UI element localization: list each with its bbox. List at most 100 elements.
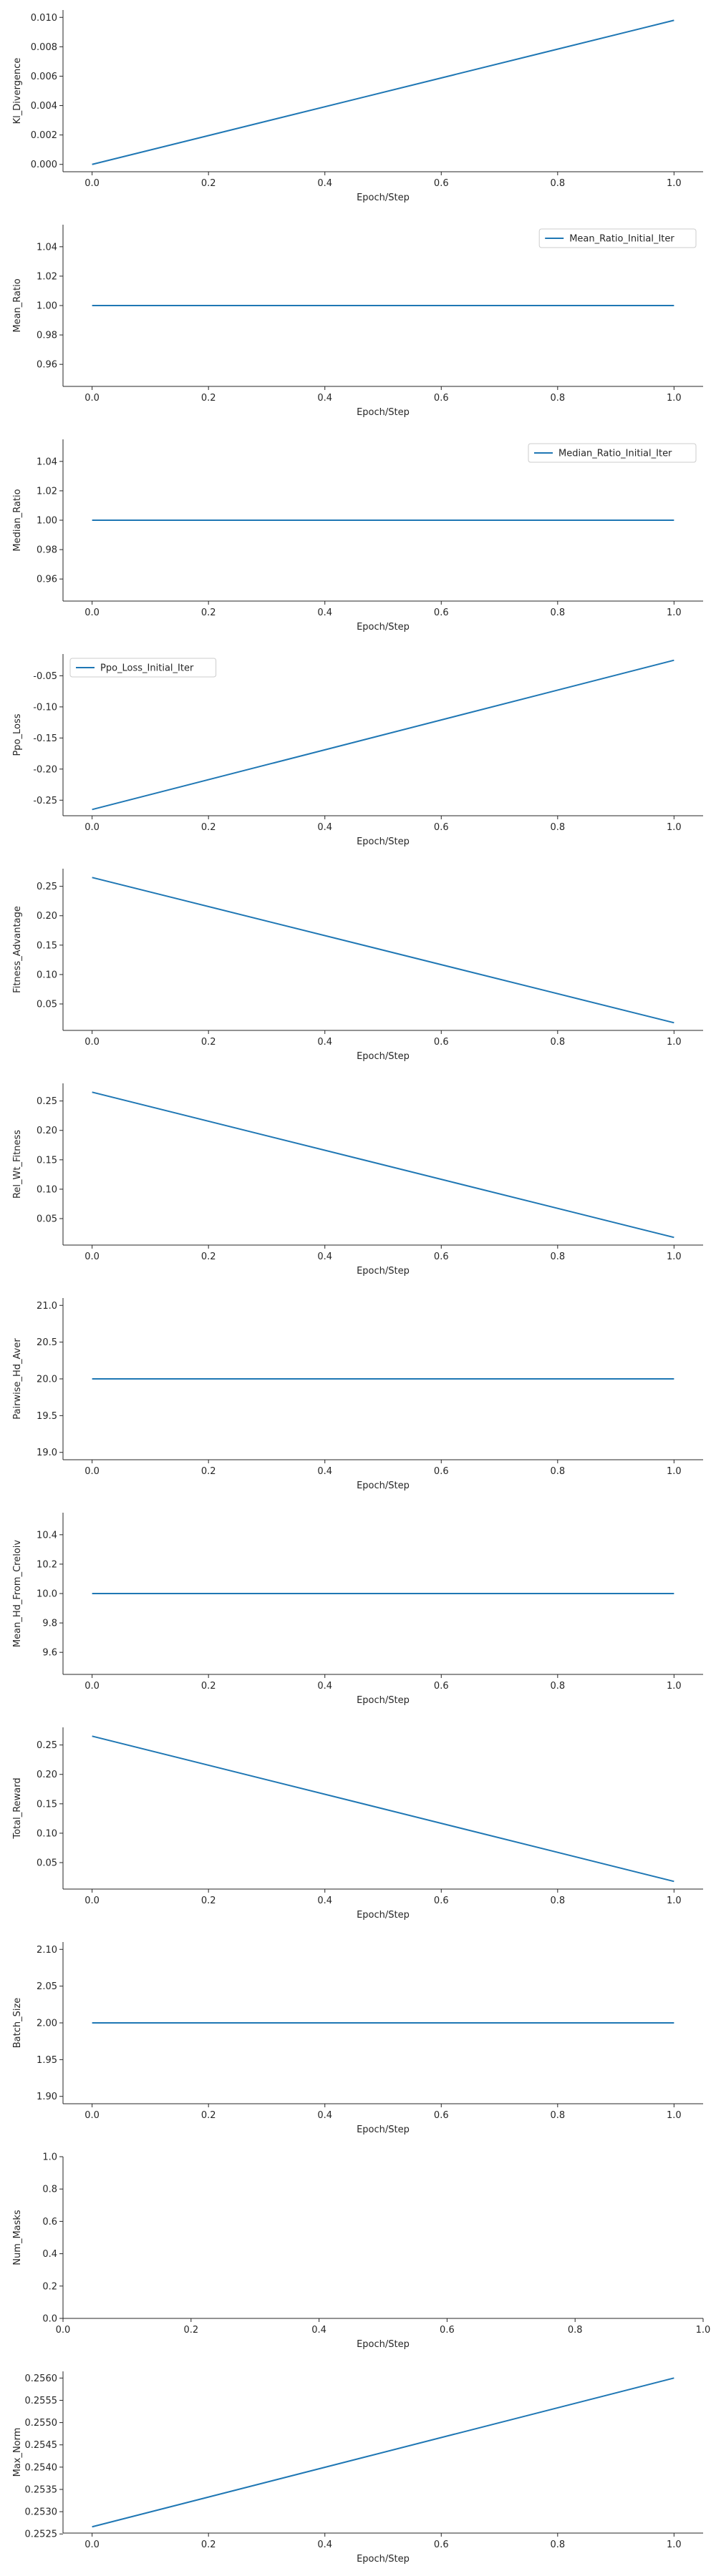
series-line [92,1735,674,1883]
x-tick-label: 0.4 [317,822,332,833]
y-tick-label: 0.2 [42,2281,57,2292]
x-tick-label: 1.0 [667,1037,682,1048]
x-tick-label: 0.4 [317,178,332,189]
x-tick-label: 0.6 [434,1252,449,1262]
y-tick-label: 9.6 [42,1648,57,1659]
y-axis-label: Rel_Wt_Fitness [12,1130,23,1199]
y-tick-label: 0.96 [37,360,57,371]
x-tick-label: 0.4 [317,608,332,618]
y-tick-label: 0.8 [42,2185,57,2195]
x-tick-label: 0.8 [568,2325,583,2336]
x-axis-label: Epoch/Step [357,2554,410,2565]
series-line [92,2377,674,2528]
x-tick-label: 1.0 [667,1681,682,1692]
x-axis-label: Epoch/Step [357,1266,410,1277]
x-tick-label: 0.6 [434,1681,449,1692]
y-tick-label: 0.15 [37,1155,57,1166]
y-tick-label: 21.0 [37,1301,57,1312]
y-tick-label: 0.20 [37,911,57,922]
y-tick-label: 0.98 [37,545,57,556]
x-tick-label: 0.4 [317,1466,332,1477]
y-tick-label: 1.04 [37,242,57,253]
y-tick-label: 1.04 [37,457,57,467]
y-tick-label: 2.05 [37,1981,57,1992]
y-tick-label: 9.8 [42,1619,57,1629]
y-tick-label: 20.5 [37,1337,57,1348]
y-tick-label: 0.2545 [25,2440,58,2451]
x-tick-label: 0.8 [550,2110,565,2121]
x-tick-label: 1.0 [667,1252,682,1262]
x-tick-label: 0.4 [317,1681,332,1692]
x-axis-label: Epoch/Step [357,622,410,633]
y-tick-label: 0.2540 [25,2462,58,2473]
x-tick-label: 0.8 [550,178,565,189]
x-tick-label: 0.2 [201,1252,216,1262]
x-tick-label: 0.6 [434,178,449,189]
x-tick-label: 0.8 [550,1896,565,1906]
y-tick-label: 10.2 [37,1559,57,1570]
x-tick-label: 0.8 [550,608,565,618]
series-line [92,877,674,1024]
y-axis-label: Total_Reward [12,1777,23,1839]
legend-box [538,228,697,248]
y-axis-label: Kl_Divergence [12,58,23,125]
x-tick-label: 0.4 [311,2325,326,2336]
y-tick-label: 0.2560 [25,2373,58,2384]
x-tick-label: 0.2 [201,2540,216,2550]
x-tick-label: 0.8 [550,393,565,404]
y-tick-label: 0.05 [37,1858,57,1869]
x-tick-label: 0.6 [434,393,449,404]
y-axis-label: Batch_Size [12,1998,23,2049]
x-tick-label: 0.0 [84,2540,100,2550]
y-tick-label: 0.010 [31,13,57,24]
y-tick-label: 0.2530 [25,2507,58,2518]
chart-panel-2: 0.0 0.2 0.4 0.6 0.8 1.0 0.96 0.98 1.00 1.02 1.04 Ep… [12,225,703,418]
y-tick-label: 1.00 [37,516,57,527]
x-tick-label: 1.0 [667,2110,682,2121]
y-tick-label: 1.00 [37,301,57,312]
x-tick-label: 0.4 [317,1252,332,1262]
y-tick-label: 0.96 [37,575,57,585]
x-axis-label: Epoch/Step [357,1480,410,1491]
series-line [92,1091,674,1239]
series-line [92,659,674,811]
x-tick-label: 0.8 [550,1252,565,1262]
legend-box [528,443,697,463]
x-tick-label: 0.2 [201,178,216,189]
y-tick-label: 0.2535 [25,2484,58,2495]
y-axis-label: Median_Ratio [12,489,23,551]
x-tick-label: 0.2 [201,1896,216,1906]
x-axis-label: Epoch/Step [357,192,410,203]
y-tick-label: -0.05 [33,671,57,682]
y-tick-label: 19.5 [37,1411,57,1422]
x-tick-label: 0.6 [434,2110,449,2121]
x-axis-label: Epoch/Step [357,1910,410,1921]
x-tick-label: 0.0 [84,393,100,404]
x-tick-label: 0.0 [84,1896,100,1906]
legend-label: Median_Ratio_Initial_Iter [558,449,672,459]
legend-label: Ppo_Loss_Initial_Iter [100,663,194,674]
chart-panel-5: 0.0 0.2 0.4 0.6 0.8 1.0 0.05 0.10 0.15 0.20 0.25 Ep… [12,869,703,1062]
x-tick-label: 0.4 [317,1037,332,1048]
y-tick-label: 0.2555 [25,2396,58,2406]
y-tick-label: 0.4 [42,2249,57,2260]
x-tick-label: 0.2 [201,1037,216,1048]
y-tick-label: 19.0 [37,1448,57,1458]
x-tick-label: 1.0 [696,2325,711,2336]
legend-box [69,658,217,678]
x-tick-label: 0.2 [201,608,216,618]
x-tick-label: 0.6 [434,608,449,618]
x-axis-label: Epoch/Step [357,836,410,847]
y-tick-label: -0.15 [33,733,57,744]
x-tick-label: 0.0 [84,1252,100,1262]
chart-panel-7: 0.0 0.2 0.4 0.6 0.8 1.0 19.0 19.5 20.0 20.5 21.0 Ep… [12,1298,703,1491]
y-tick-label: 0.008 [31,42,57,53]
y-tick-label: 0.004 [31,101,57,112]
chart-panel-12: 0.0 0.2 0.4 0.6 0.8 1.0 0.2525 0.2530 0.2535 0.25… [12,2371,703,2565]
x-axis-label: Epoch/Step [357,1695,410,1706]
x-tick-label: 0.8 [550,1037,565,1048]
y-tick-label: 0.20 [37,1126,57,1136]
y-tick-label: 0.15 [37,940,57,951]
x-tick-label: 0.6 [434,1037,449,1048]
y-tick-label: 0.25 [37,1096,57,1107]
